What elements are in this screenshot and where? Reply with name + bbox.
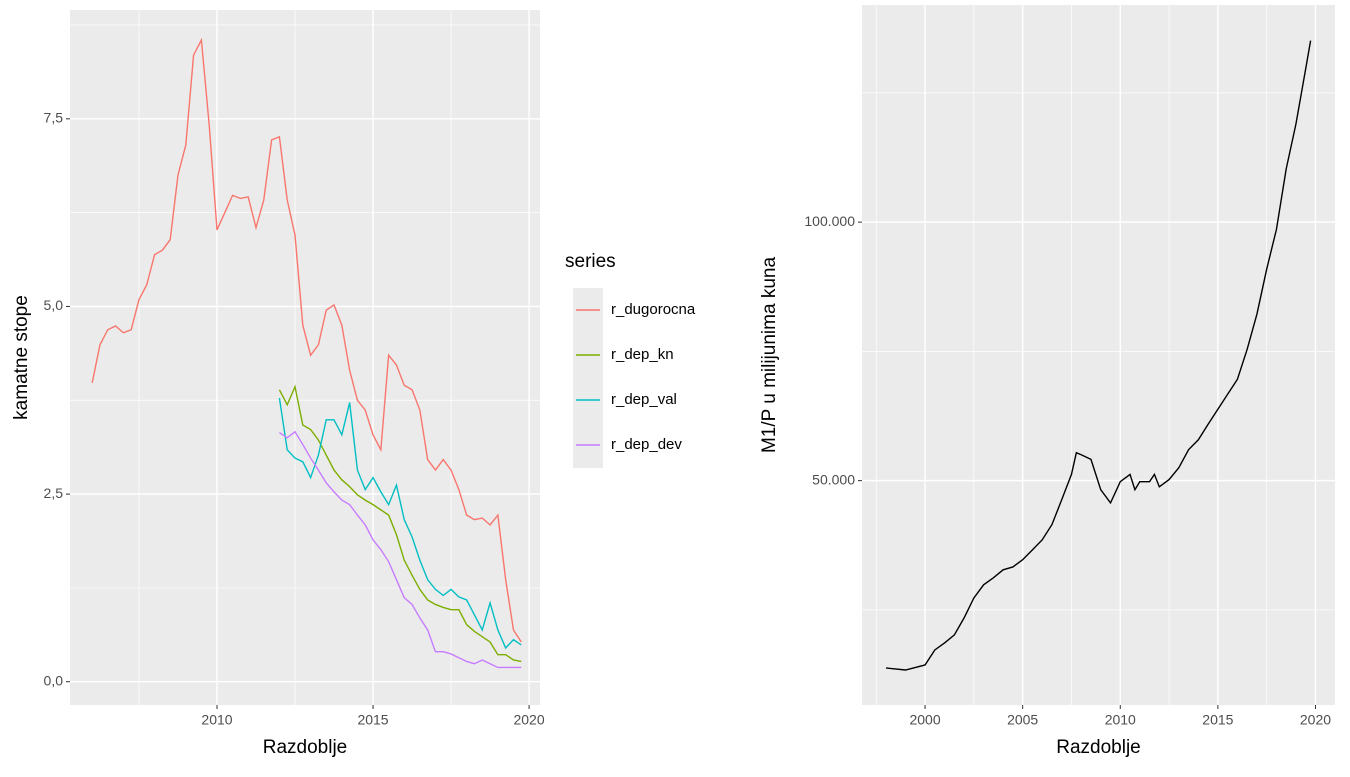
x-tick-label: 2000 bbox=[909, 712, 940, 728]
x-tick-label: 2020 bbox=[1300, 712, 1331, 728]
y-tick-label: 7,5 bbox=[44, 110, 64, 126]
legend-label: r_dep_val bbox=[611, 391, 677, 408]
x-tick-label: 2005 bbox=[1007, 712, 1038, 728]
y-tick-label: 100.000 bbox=[804, 213, 855, 229]
y-axis-title: kamatne stope bbox=[11, 295, 32, 420]
x-axis-title: Razdoblje bbox=[263, 737, 348, 758]
data-line bbox=[885, 40, 1312, 671]
x-tick-label: 2010 bbox=[1105, 712, 1136, 728]
data-line bbox=[279, 430, 522, 669]
y-tick-label: 5,0 bbox=[44, 297, 64, 313]
y-tick-label: 0,0 bbox=[44, 672, 64, 688]
legend-label: r_dep_kn bbox=[611, 346, 674, 363]
y-axis-title: M1/P u milijunima kuna bbox=[759, 257, 780, 454]
x-tick-label: 2010 bbox=[201, 712, 232, 728]
legend-label: r_dugorocna bbox=[611, 301, 696, 318]
data-line bbox=[91, 37, 522, 643]
data-line bbox=[278, 397, 522, 650]
x-axis-title: Razdoblje bbox=[1056, 737, 1141, 758]
data-line bbox=[278, 384, 522, 663]
plot-background bbox=[70, 10, 540, 705]
plot-background bbox=[862, 5, 1335, 705]
y-tick-label: 50.000 bbox=[812, 471, 855, 487]
y-tick-label: 2,5 bbox=[44, 485, 64, 501]
legend-title: series bbox=[565, 251, 616, 272]
x-tick-label: 2015 bbox=[1202, 712, 1233, 728]
x-tick-label: 2020 bbox=[513, 712, 544, 728]
x-tick-label: 2015 bbox=[357, 712, 388, 728]
legend-label: r_dep_dev bbox=[611, 436, 682, 453]
